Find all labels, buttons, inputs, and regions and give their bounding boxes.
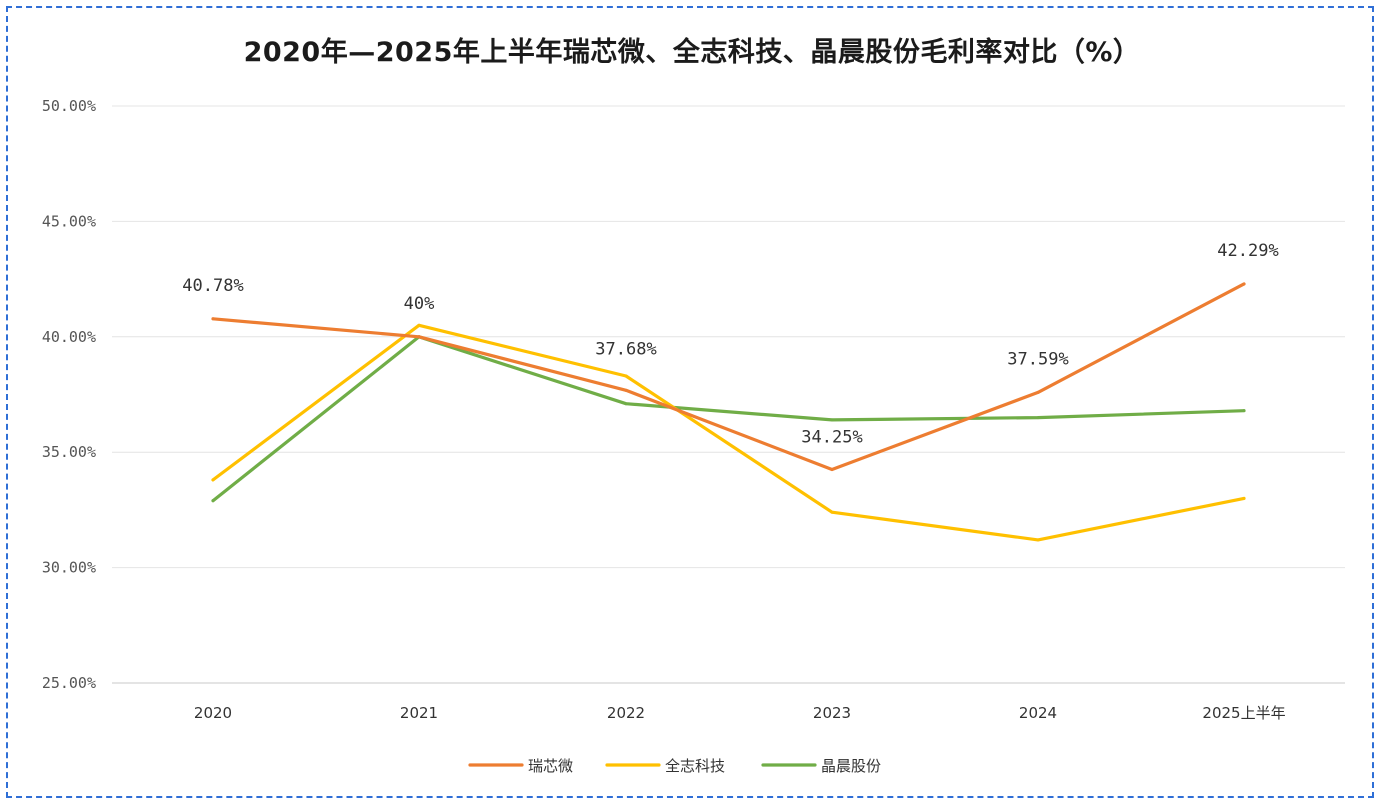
data-label: 37.68% bbox=[595, 339, 656, 359]
dashed-border-frame bbox=[6, 6, 1374, 798]
data-label: 40.78% bbox=[182, 276, 243, 296]
x-tick-label: 2020 bbox=[194, 704, 232, 722]
y-tick-label: 25.00% bbox=[42, 674, 96, 692]
x-axis-ticks: 2020 2021 2022 2023 2024 2025上半年 bbox=[194, 704, 1286, 722]
series-lines bbox=[211, 282, 1246, 542]
x-tick-label: 2024 bbox=[1019, 704, 1057, 722]
data-point bbox=[211, 499, 215, 503]
legend: 瑞芯微 全志科技 晶晨股份 bbox=[468, 757, 881, 775]
data-point bbox=[1036, 538, 1040, 542]
data-label: 37.59% bbox=[1007, 349, 1068, 369]
legend-label: 瑞芯微 bbox=[528, 757, 573, 775]
x-tick-label: 2021 bbox=[400, 704, 438, 722]
chart-title: 2020年—2025年上半年瑞芯微、全志科技、晶晨股份毛利率对比（%） bbox=[243, 37, 1141, 68]
data-label: 34.25% bbox=[801, 428, 862, 448]
series-line-3 bbox=[211, 335, 1246, 503]
y-tick-label: 30.00% bbox=[42, 559, 96, 577]
data-point bbox=[830, 418, 834, 422]
data-point bbox=[417, 323, 421, 327]
data-point bbox=[624, 388, 628, 392]
x-tick-label: 2023 bbox=[813, 704, 851, 722]
series-line-1 bbox=[211, 282, 1246, 472]
series-line-2 bbox=[211, 323, 1246, 542]
data-point bbox=[417, 335, 421, 339]
y-axis-ticks: 25.00% 30.00% 35.00% 40.00% 45.00% 50.00% bbox=[42, 97, 96, 692]
data-point bbox=[1242, 496, 1246, 500]
data-point bbox=[1242, 282, 1246, 286]
data-point bbox=[830, 510, 834, 514]
data-point bbox=[1036, 416, 1040, 420]
data-point bbox=[624, 374, 628, 378]
x-tick-label: 2022 bbox=[607, 704, 645, 722]
data-point bbox=[211, 317, 215, 321]
data-point bbox=[1036, 390, 1040, 394]
data-point bbox=[624, 402, 628, 406]
y-tick-label: 50.00% bbox=[42, 97, 96, 115]
y-tick-label: 40.00% bbox=[42, 328, 96, 346]
gridlines bbox=[112, 105, 1345, 684]
data-point bbox=[1242, 409, 1246, 413]
legend-label: 晶晨股份 bbox=[821, 757, 881, 775]
data-labels: 40.78% 40% 37.68% 34.25% 37.59% 42.29% bbox=[182, 241, 1278, 448]
y-tick-label: 35.00% bbox=[42, 443, 96, 461]
legend-label: 全志科技 bbox=[665, 757, 725, 775]
x-tick-label: 2025上半年 bbox=[1202, 704, 1285, 722]
y-tick-label: 45.00% bbox=[42, 212, 96, 230]
data-label: 42.29% bbox=[1217, 241, 1278, 261]
data-point bbox=[830, 468, 834, 472]
data-label: 40% bbox=[404, 294, 435, 314]
data-point bbox=[211, 478, 215, 482]
